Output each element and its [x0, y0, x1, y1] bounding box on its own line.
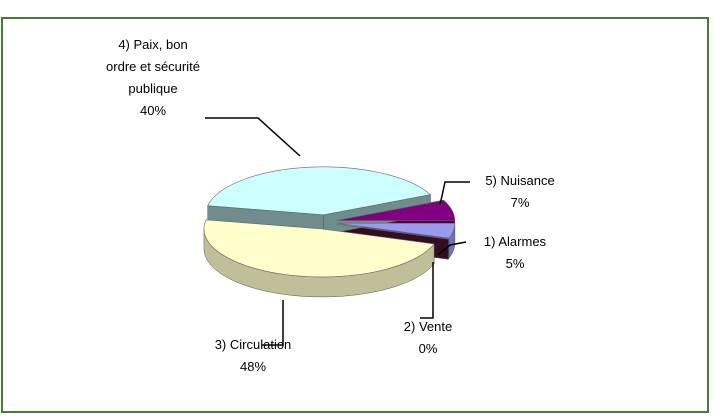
slice-label: 3) Circulation	[214, 337, 292, 352]
slice-label: 2) Vente	[403, 319, 453, 334]
pie-slice	[207, 166, 432, 216]
pie	[203, 166, 456, 298]
slice-label: 1) Alarmes	[483, 234, 547, 249]
slice-label: 5) Nuisance	[485, 173, 555, 188]
slice-value-label: 0%	[418, 341, 438, 356]
pie-slice	[336, 199, 456, 221]
slice-value-label: 40%	[139, 103, 167, 118]
pie-slice	[336, 222, 456, 239]
leader-line	[437, 241, 467, 256]
slice-value-label: 7%	[510, 195, 530, 210]
leader-line	[205, 117, 301, 157]
leader-line	[439, 181, 470, 206]
slice-value-label: 5%	[505, 256, 525, 271]
slice-value-label: 48%	[239, 359, 267, 374]
slice-label: 4) Paix, bon ordre et sécurité publique	[106, 37, 200, 96]
pie-tops	[203, 166, 456, 278]
pie-slice	[336, 223, 449, 240]
leader-line	[420, 262, 434, 319]
leader-line	[262, 300, 284, 346]
pie-slice	[203, 219, 435, 278]
